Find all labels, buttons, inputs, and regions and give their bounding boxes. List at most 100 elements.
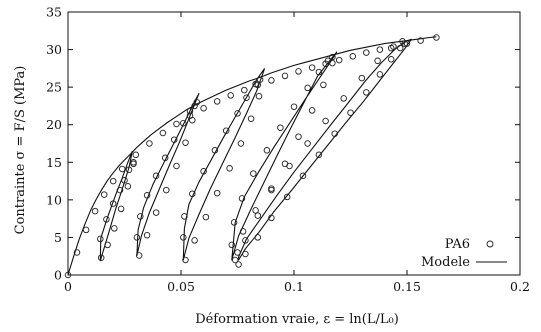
data-point [241,86,248,94]
data-point [277,124,284,131]
data-point [146,140,153,147]
data-point [228,241,236,249]
data-point [200,104,207,112]
data-point [124,183,132,190]
data-point [103,216,110,223]
data-point [182,139,189,146]
data-point [315,68,323,76]
data-point [226,165,233,172]
data-point [109,200,117,207]
y-tick-label: 30 [46,42,62,57]
data-point [358,74,366,82]
data-point [173,120,180,128]
data-point [116,186,124,194]
tick-labels: 0 0.05 0.1 0.15 0.2 0 5 10 15 20 25 30 35 [46,5,530,295]
data-point [268,214,275,222]
y-tick-label: 0 [54,268,62,283]
data-point [234,110,241,117]
data-point [189,190,196,198]
plot-area-border [67,11,521,276]
data-point [117,205,125,213]
data-point [347,109,354,116]
data-point [181,213,188,220]
data-point [193,98,201,106]
data-point [255,92,263,100]
data-point [104,241,111,249]
data-point [230,219,238,226]
data-point [335,56,343,64]
data-point [222,127,230,134]
data-point [143,192,151,199]
data-point [399,38,406,45]
plot-frame [67,11,521,276]
data-point [433,34,440,41]
data-point [132,151,140,159]
y-tick-label: 25 [46,80,62,95]
model-loop-curve [182,68,266,261]
data-point [137,213,144,220]
data-point [396,44,404,52]
legend-label-modele: Modele [421,255,470,270]
y-tick-label: 20 [46,117,62,132]
data-point [186,107,194,115]
data-point [118,165,126,173]
data-point [121,177,128,184]
data-point [109,177,117,185]
x-tick-label: 0.2 [510,279,530,294]
data-point [401,40,408,47]
data-point [143,231,151,239]
data-point [363,49,370,56]
data-point [295,68,302,75]
data-point [387,44,395,52]
data-point [191,237,198,244]
data-point [91,207,99,215]
x-tick-label: 0 [64,279,72,294]
y-tick-label: 10 [46,192,62,207]
data-point [374,57,381,65]
data-point [73,249,81,256]
x-tick-label: 0.05 [167,279,195,294]
model-envelope-curve [67,36,437,276]
data-point [182,256,189,264]
data-point [152,172,160,180]
data-point [213,189,221,197]
data-point [295,133,302,140]
data-point [163,186,170,194]
data-point [227,92,234,99]
data-point [308,107,316,114]
data-point [130,160,137,168]
data-point [97,254,105,261]
y-tick-label: 15 [46,155,62,170]
data-point [268,185,275,192]
model-series [67,36,437,276]
data-point [189,116,196,124]
data-point [237,140,245,147]
data-point [286,162,293,170]
data-point [243,94,250,101]
data-point [387,56,395,63]
data-point [254,234,262,241]
data-point [263,147,271,154]
data-point [159,129,167,137]
data-point [247,115,255,122]
data-point [250,170,257,177]
data-point [254,212,262,219]
x-tick-label: 0.15 [393,279,421,294]
data-point [252,80,259,88]
legend: PA6 Modele [421,237,507,270]
data-point [82,226,90,234]
data-point [180,234,187,241]
data-point [256,76,264,83]
data-point [191,102,198,110]
data-point [135,252,143,259]
data-point [329,59,336,67]
data-point [417,37,424,44]
model-loop-curve [238,38,412,261]
data-point [315,151,323,159]
data-point [299,172,307,180]
data-point [349,53,357,60]
data-point [376,71,384,78]
data-point [173,162,180,170]
data-point [234,249,241,256]
